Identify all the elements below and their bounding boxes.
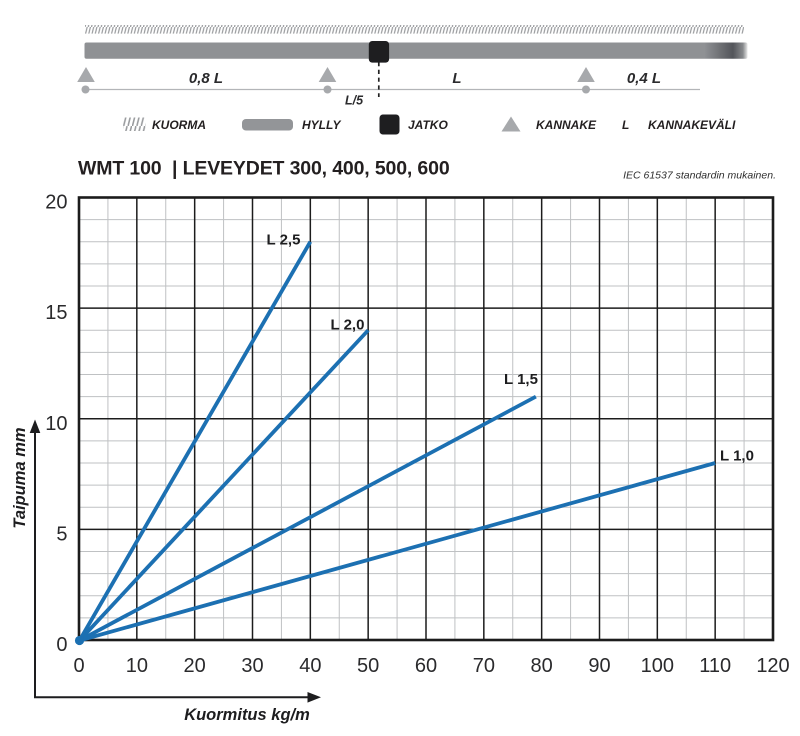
svg-text:KUORMA: KUORMA — [152, 118, 206, 132]
svg-text:10: 10 — [126, 655, 148, 677]
svg-text:80: 80 — [531, 655, 553, 677]
svg-text:0,8 L: 0,8 L — [189, 70, 223, 87]
svg-text:WMT 100 | LEVEYDET 300, 400,: WMT 100 | LEVEYDET 300, 400, 500, 600 — [78, 158, 450, 180]
svg-text:40: 40 — [299, 655, 321, 677]
svg-text:120: 120 — [756, 655, 789, 677]
svg-text:L 1,5: L 1,5 — [504, 371, 538, 388]
svg-text:KANNAKEVÄLI: KANNAKEVÄLI — [648, 117, 736, 132]
svg-text:20: 20 — [45, 192, 67, 214]
svg-text:100: 100 — [641, 655, 674, 677]
svg-text:0: 0 — [73, 655, 84, 677]
svg-text:IEC 61537 standardin mukainen.: IEC 61537 standardin mukainen. — [623, 170, 776, 182]
svg-text:KANNAKE: KANNAKE — [536, 118, 597, 132]
svg-text:L: L — [622, 118, 629, 132]
svg-text:90: 90 — [588, 655, 610, 677]
svg-text:L 2,5: L 2,5 — [267, 232, 301, 249]
svg-text:50: 50 — [357, 655, 379, 677]
svg-text:10: 10 — [45, 413, 67, 435]
svg-text:0,4 L: 0,4 L — [627, 70, 661, 87]
svg-text:HYLLY: HYLLY — [302, 118, 341, 132]
svg-text:L/5: L/5 — [345, 94, 364, 108]
svg-text:20: 20 — [184, 655, 206, 677]
svg-text:0: 0 — [56, 634, 67, 656]
svg-text:JATKO: JATKO — [408, 118, 448, 132]
svg-text:L 2,0: L 2,0 — [331, 317, 365, 334]
svg-text:110: 110 — [699, 655, 731, 677]
svg-text:30: 30 — [241, 655, 263, 677]
svg-text:L: L — [452, 70, 461, 87]
svg-text:15: 15 — [45, 302, 67, 324]
svg-text:70: 70 — [473, 655, 495, 677]
svg-text:5: 5 — [56, 523, 67, 545]
svg-text:60: 60 — [415, 655, 437, 677]
svg-text:L 1,0: L 1,0 — [720, 448, 754, 465]
svg-text:Kuormitus kg/m: Kuormitus kg/m — [184, 706, 310, 724]
svg-text:Taipuma mm: Taipuma mm — [11, 427, 29, 528]
